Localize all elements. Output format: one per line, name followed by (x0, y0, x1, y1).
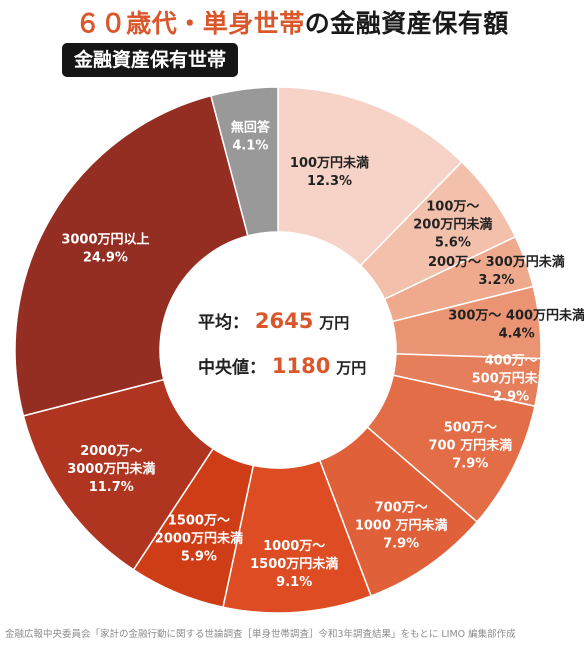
title-highlight: ６０歳代・単身世帯 (75, 9, 305, 38)
slice-label-2: 200万〜 300万円未満 (428, 254, 565, 270)
slice-label-1: 100万〜 (426, 199, 479, 214)
slice-label-1: 200万円未満 (413, 216, 492, 232)
slice-label-8: 2000万円未満 (155, 531, 243, 547)
slice-label-4: 500万円未満 (472, 371, 551, 387)
slice-pct-8: 5.9% (181, 550, 217, 565)
slice-label-4: 400万〜 (485, 354, 538, 369)
chart-title: ６０歳代・単身世帯の金融資産保有額 (0, 4, 584, 40)
slice-label-6: 1000 万円未満 (355, 518, 448, 534)
slice-10 (14, 94, 249, 417)
slice-pct-11: 4.1% (232, 138, 268, 153)
center-median: 中央値： 1180 万円 (198, 353, 366, 378)
slice-label-5: 700 万円未満 (428, 438, 512, 454)
labels-group: 100万円未満 12.3% 100万〜 200万円未満 5.6% 200万〜 300万円未… (61, 119, 584, 590)
slice-pct-0: 12.3% (307, 174, 352, 189)
slice-pct-9: 11.7% (89, 480, 134, 495)
median-value: 1180 (271, 354, 331, 378)
slice-label-7: 1000万〜 (263, 539, 325, 554)
slice-label-7: 1500万円未満 (250, 556, 338, 572)
center-average: 平均： 2645 万円 (198, 308, 349, 333)
slice-label-6: 700万〜 (375, 501, 428, 516)
slice-label-10: 3000万円以上 (61, 232, 149, 247)
source-note: 金融広報中央委員会「家計の金融行動に関する世論調査［単身世帯調査］令和3年調査結… (5, 629, 516, 640)
slice-label-5: 500万〜 (444, 421, 497, 436)
median-unit: 万円 (336, 359, 367, 377)
slice-label-3: 300万〜 400万円未満 (448, 307, 584, 323)
slice-0 (277, 86, 463, 267)
section-badge: 金融資産保有世帯 (62, 43, 239, 77)
slice-11 (210, 86, 279, 237)
average-value: 2645 (254, 309, 314, 333)
median-label: 中央値： (198, 358, 266, 378)
slice-pct-6: 7.9% (383, 537, 419, 552)
slice-label-8: 1500万〜 (168, 514, 230, 529)
slice-9 (22, 378, 215, 571)
average-label: 平均： (198, 313, 249, 333)
slice-pct-2: 3.2% (478, 273, 514, 288)
title-rest: の金融資産保有額 (304, 9, 509, 38)
slices-group (14, 86, 542, 614)
slice-pct-10: 24.9% (83, 250, 128, 265)
average-unit: 万円 (319, 314, 350, 332)
slice-pct-7: 9.1% (276, 575, 312, 590)
slice-label-11: 無回答 (231, 119, 271, 135)
slice-pct-4: 2.9% (493, 390, 529, 405)
slice-pct-5: 7.9% (452, 457, 488, 472)
slice-label-9: 3000万円未満 (67, 461, 155, 477)
slice-label-0: 100万円未満 (290, 155, 369, 171)
slice-pct-3: 4.4% (499, 326, 535, 341)
slice-pct-1: 5.6% (435, 235, 471, 250)
slice-label-9: 2000万〜 (80, 444, 142, 459)
